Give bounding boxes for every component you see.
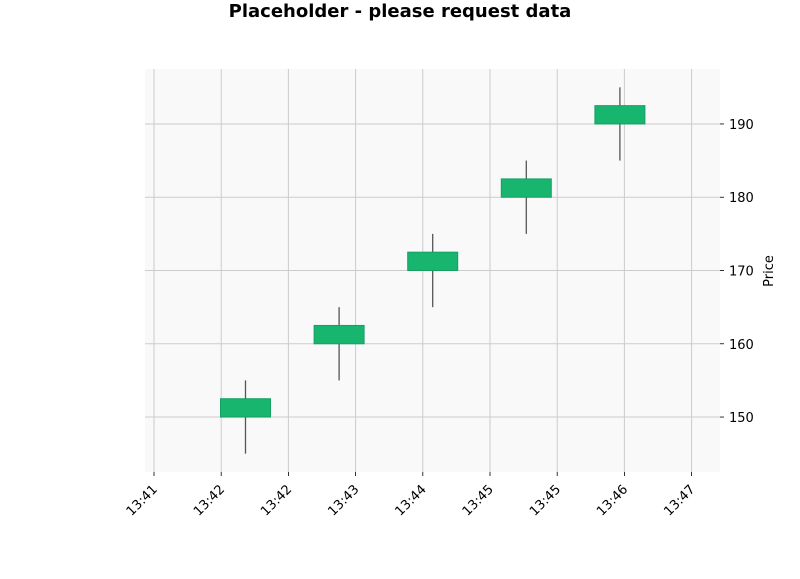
candles	[220, 87, 646, 454]
x-tick-label: 13:47	[661, 482, 698, 519]
x-tick-label: 13:42	[258, 482, 295, 519]
x-tick-label: 13:41	[124, 482, 161, 519]
y-tick-label: 150	[729, 411, 754, 426]
y-axis-label: Price	[762, 255, 777, 287]
x-tick-label: 13:42	[191, 482, 228, 519]
x-tick-label: 13:43	[325, 482, 362, 519]
x-tick-label: 13:45	[527, 482, 564, 519]
y-tick-label: 160	[729, 338, 754, 353]
chart-title: Placeholder - please request data	[229, 1, 572, 22]
x-tick-label: 13:46	[594, 482, 631, 519]
grid-lines	[145, 69, 720, 472]
candle-body	[407, 251, 459, 272]
x-tick-label: 13:44	[393, 482, 430, 519]
candle-body	[594, 105, 646, 125]
x-tick-label: 13:45	[460, 482, 497, 519]
y-tick-label: 170	[729, 265, 754, 280]
candle-body	[220, 398, 271, 418]
y-tick-label: 190	[729, 118, 754, 133]
y-tick-label: 180	[729, 191, 754, 206]
candle-body	[313, 324, 365, 345]
candle-body	[500, 178, 552, 198]
